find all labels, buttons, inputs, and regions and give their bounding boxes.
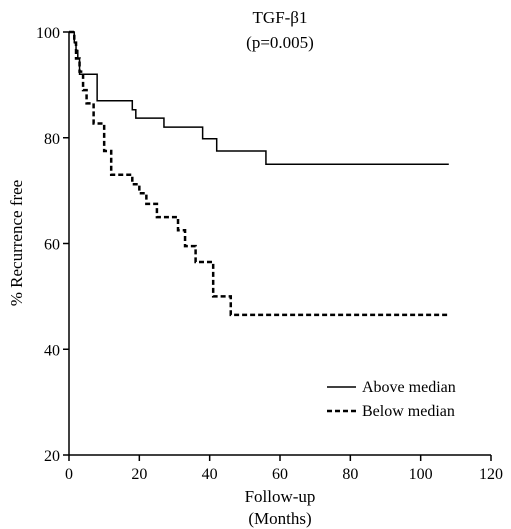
x-tick-label: 100 [409, 466, 433, 483]
x-tick-label: 120 [479, 466, 503, 483]
legend: Above median Below median [327, 379, 456, 420]
y-tick-label: 80 [44, 131, 60, 148]
y-tick-label: 100 [36, 25, 60, 42]
y-tick-label: 20 [44, 448, 60, 465]
y-axis-title: % Recurrence free [7, 180, 26, 306]
x-axis-subtitle: (Months) [248, 509, 311, 528]
x-tick-label: 20 [131, 466, 147, 483]
y-axis-ticks: 20 40 60 80 100 [36, 25, 69, 465]
x-tick-label: 0 [65, 466, 73, 483]
x-axis-ticks: 0 20 40 60 80 100 120 [65, 455, 503, 483]
y-tick-label: 40 [44, 342, 60, 359]
x-tick-label: 60 [272, 466, 288, 483]
below-median-series-line [69, 30, 449, 317]
x-tick-label: 40 [202, 466, 218, 483]
x-tick-label: 80 [342, 466, 358, 483]
chart-title: TGF-β1 [253, 8, 308, 27]
chart-subtitle: (p=0.005) [246, 33, 314, 52]
x-axis-title: Follow-up [245, 487, 316, 506]
legend-label: Below median [362, 403, 455, 420]
plot-series [69, 30, 449, 317]
y-tick-label: 60 [44, 237, 60, 254]
legend-label: Above median [362, 379, 456, 396]
